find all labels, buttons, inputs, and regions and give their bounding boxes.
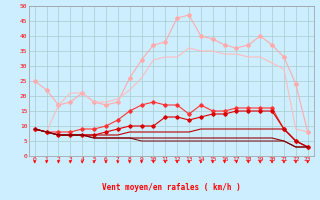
Text: Vent moyen/en rafales ( km/h ): Vent moyen/en rafales ( km/h ) (102, 183, 241, 192)
